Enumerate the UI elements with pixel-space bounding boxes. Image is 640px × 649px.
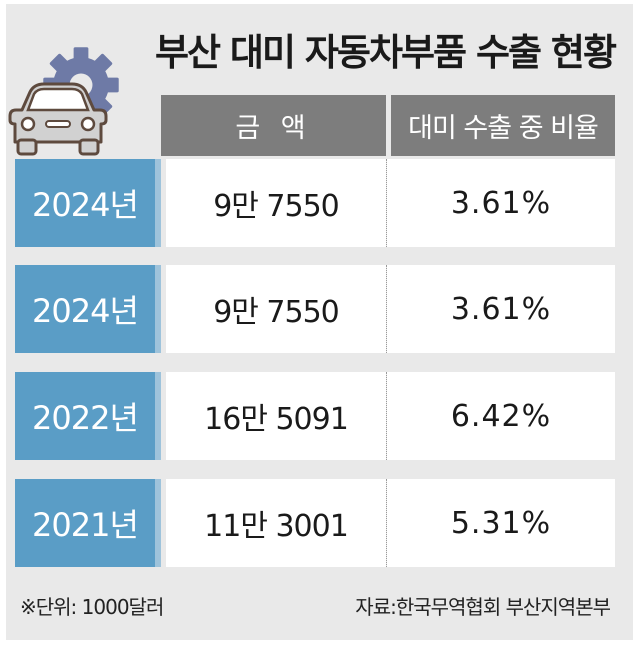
column-divider — [386, 265, 387, 353]
amount-cell: 9만 7550 — [166, 265, 386, 353]
year-cell: 2024년 — [15, 159, 161, 247]
ratio-cell: 3.61% — [387, 265, 615, 353]
column-header-ratio: 대미 수출 중 비율 — [391, 95, 615, 156]
column-divider — [386, 372, 387, 460]
amount-cell: 9만 7550 — [166, 159, 386, 247]
table-row: 2022년 16만 5091 6.42% — [15, 372, 615, 460]
column-divider — [386, 159, 387, 247]
amount-cell: 16만 5091 — [166, 372, 386, 460]
source-note: 자료:한국무역협회 부산지역본부 — [355, 595, 611, 619]
year-cell: 2022년 — [15, 372, 161, 460]
year-cell: 2024년 — [15, 265, 161, 353]
column-divider — [386, 479, 387, 567]
amount-cell: 11만 3001 — [166, 479, 386, 567]
unit-note: ※단위: 1000달러 — [20, 595, 164, 619]
column-header-amount: 금 액 — [161, 95, 386, 156]
ratio-cell: 6.42% — [387, 372, 615, 460]
ratio-cell: 3.61% — [387, 159, 615, 247]
table-row: 2024년 9만 7550 3.61% — [15, 265, 615, 353]
table-row: 2021년 11만 3001 5.31% — [15, 479, 615, 567]
car-icon — [8, 82, 108, 156]
page-title: 부산 대미 자동차부품 수출 현황 — [154, 31, 617, 74]
table-row: 2024년 9만 7550 3.61% — [15, 159, 615, 247]
ratio-cell: 5.31% — [387, 479, 615, 567]
year-cell: 2021년 — [15, 479, 161, 567]
